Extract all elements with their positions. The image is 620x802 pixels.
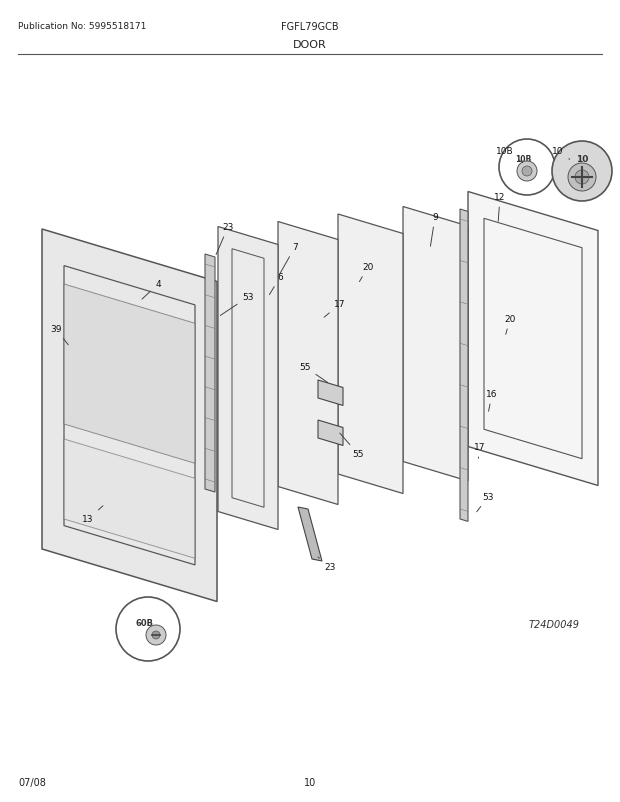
Text: 10: 10	[576, 156, 588, 164]
Text: 55: 55	[299, 363, 328, 383]
Circle shape	[517, 162, 537, 182]
Circle shape	[499, 140, 555, 196]
Text: 20: 20	[504, 315, 516, 335]
Polygon shape	[64, 285, 195, 464]
Text: T24D0049: T24D0049	[529, 619, 580, 630]
Text: 39: 39	[50, 325, 68, 346]
Circle shape	[575, 171, 589, 184]
Text: 10B: 10B	[496, 148, 523, 164]
Polygon shape	[338, 215, 403, 494]
Polygon shape	[468, 192, 598, 486]
Text: 10: 10	[552, 148, 570, 160]
Polygon shape	[318, 380, 343, 406]
Text: 23: 23	[216, 223, 234, 255]
Text: 23: 23	[318, 557, 335, 572]
Polygon shape	[318, 420, 343, 446]
Circle shape	[522, 167, 532, 176]
Text: Publication No: 5995518171: Publication No: 5995518171	[18, 22, 146, 31]
Text: 4: 4	[142, 280, 161, 300]
Polygon shape	[403, 207, 468, 481]
Polygon shape	[42, 229, 217, 602]
Polygon shape	[205, 255, 215, 492]
Circle shape	[568, 164, 596, 192]
Text: 16: 16	[486, 390, 498, 411]
Circle shape	[116, 597, 180, 661]
Polygon shape	[64, 439, 195, 559]
Text: 10: 10	[304, 777, 316, 787]
Text: DOOR: DOOR	[293, 40, 327, 50]
Text: 17: 17	[474, 443, 485, 459]
Text: 07/08: 07/08	[18, 777, 46, 787]
Text: 55: 55	[340, 434, 364, 459]
Text: 7: 7	[280, 243, 298, 275]
Text: 53: 53	[220, 294, 254, 316]
Circle shape	[552, 142, 612, 202]
Polygon shape	[460, 210, 468, 522]
Polygon shape	[298, 508, 322, 561]
Text: 13: 13	[82, 506, 103, 524]
Text: 53: 53	[477, 493, 494, 512]
Text: 12: 12	[494, 193, 506, 222]
Text: 20: 20	[360, 263, 374, 282]
Text: 10B: 10B	[515, 156, 531, 164]
Circle shape	[152, 631, 160, 639]
Text: FGFL79GCB: FGFL79GCB	[281, 22, 339, 32]
Text: 6: 6	[270, 273, 283, 295]
Text: 9: 9	[430, 213, 438, 247]
Polygon shape	[278, 222, 338, 505]
Text: 60B: 60B	[135, 618, 153, 628]
Text: 17: 17	[324, 300, 346, 318]
Polygon shape	[218, 227, 278, 530]
Text: eReplacementParts.com: eReplacementParts.com	[225, 423, 395, 436]
Circle shape	[146, 626, 166, 645]
